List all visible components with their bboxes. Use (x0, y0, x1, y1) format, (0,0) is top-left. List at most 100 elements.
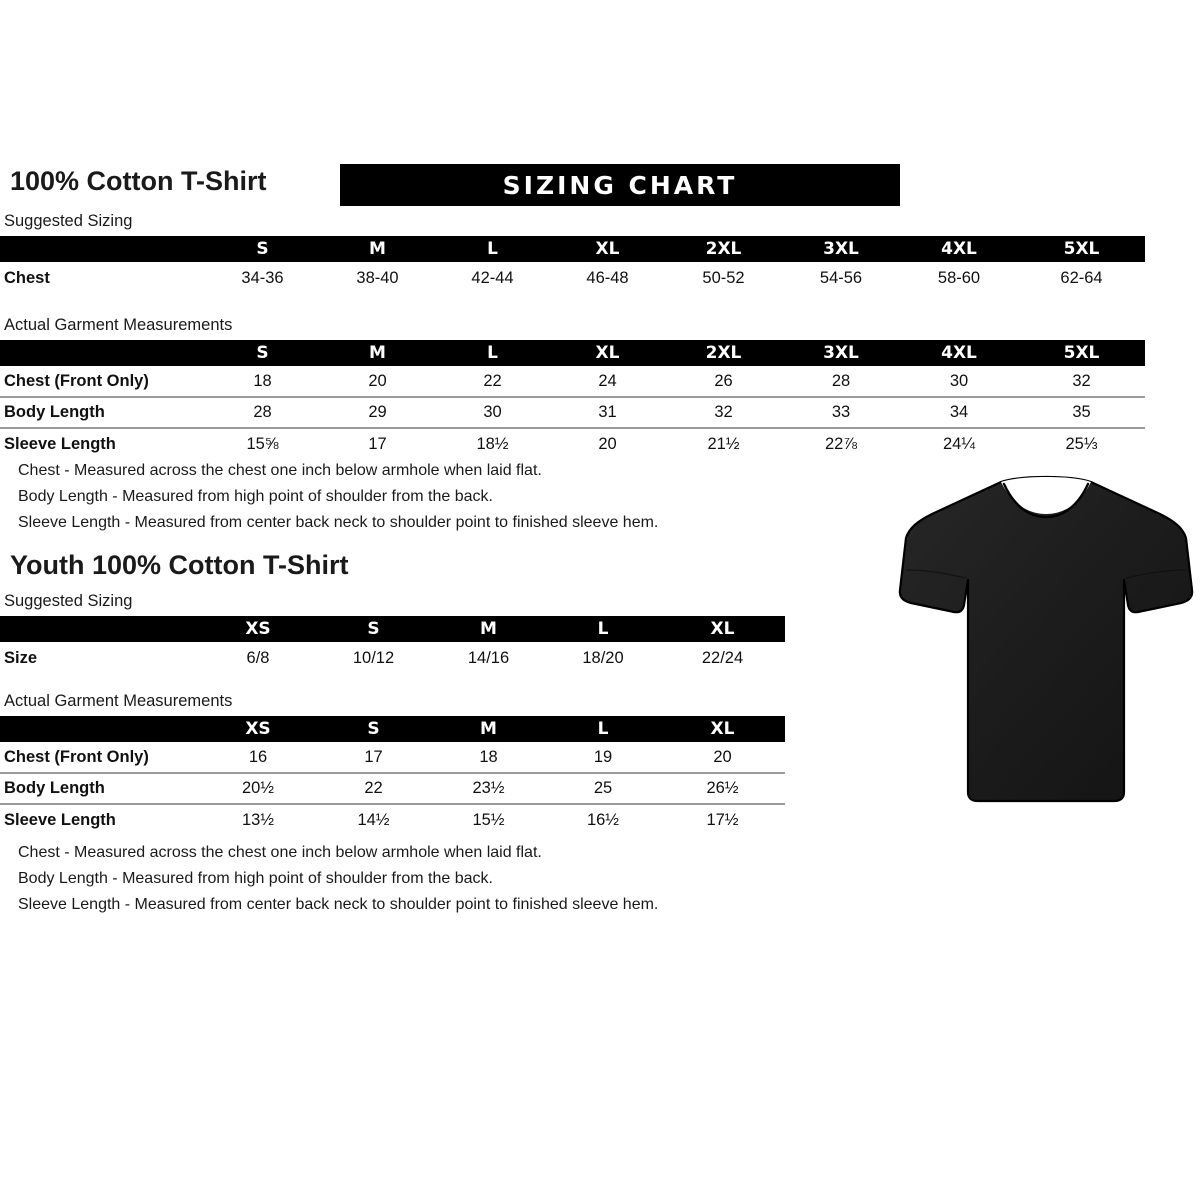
table-row: Chest (Front Only) 16 17 18 19 20 (0, 742, 785, 773)
row-label-youth-body-length: Body Length (0, 772, 200, 804)
adult-section-title: 100% Cotton T-Shirt (10, 166, 267, 196)
cell-bodylength-m: 29 (320, 396, 435, 428)
cell-chestfront-3xl: 28 (831, 371, 851, 390)
table-row: Body Length 20½ 22 23½ 25 26½ (0, 772, 785, 804)
adult-suggested-col-s: S (256, 239, 269, 259)
adult-garment-col-m: M (369, 343, 386, 363)
adult-suggested-col-3xl: 3XL (823, 239, 859, 259)
adult-suggested-caption: Suggested Sizing (4, 212, 133, 230)
adult-suggested-table: S M L XL 2XL 3XL 4XL 5XL Chest 34-36 38-… (0, 236, 1145, 294)
table-row: Body Length 28 29 30 31 32 33 34 35 (0, 396, 1145, 428)
youth-notes: Chest - Measured across the chest one in… (18, 840, 658, 918)
youth-suggested-col-xl: XL (710, 619, 735, 639)
cell-chestfront-xl: 24 (598, 371, 617, 390)
cell-bodylength-2xl: 32 (665, 396, 782, 428)
cell-bodylength-l: 30 (435, 396, 550, 428)
cell-chest-4xl: 58-60 (937, 268, 981, 287)
cell-sleevelength-s: 15⅝ (205, 427, 320, 459)
sizing-chart-banner: SIZING CHART (340, 164, 900, 206)
row-label-sleeve-length: Sleeve Length (0, 427, 205, 459)
row-label-chest: Chest (4, 268, 50, 287)
cell-chest-2xl: 50-52 (702, 268, 745, 287)
adult-suggested-col-xl: XL (595, 239, 620, 259)
cell-chestfront-5xl: 32 (1072, 371, 1091, 390)
cell-chest-5xl: 62-64 (1060, 268, 1103, 287)
cell-sleevelength-xl: 20 (550, 427, 665, 459)
youth-suggested-header-row: XS S M L XL (0, 616, 785, 642)
youth-garment-col-xl: XL (710, 719, 735, 739)
youth-garment-col-m: M (480, 719, 497, 739)
youth-suggested-col-xs: XS (245, 619, 271, 639)
cell-youth-chestfront-l: 19 (593, 747, 613, 766)
row-label-youth-sleeve-length: Sleeve Length (0, 803, 200, 835)
cell-youth-bodylength-xs: 20½ (200, 772, 316, 804)
adult-note-sleeve-length: Sleeve Length - Measured from center bac… (18, 514, 659, 531)
row-label-youth-chest-front-only: Chest (Front Only) (4, 747, 149, 766)
youth-garment-col-xs: XS (245, 719, 271, 739)
cell-bodylength-5xl: 35 (1018, 396, 1145, 428)
adult-suggested-col-5xl: 5XL (1063, 239, 1100, 259)
adult-garment-header-rowlabel (0, 340, 205, 366)
cell-chest-m: 38-40 (356, 268, 399, 287)
cell-chest-l: 42-44 (471, 268, 514, 287)
adult-suggested-col-2xl: 2XL (705, 239, 742, 259)
youth-note-body-length: Body Length - Measured from high point o… (18, 870, 493, 887)
cell-youth-bodylength-m: 23½ (431, 772, 546, 804)
adult-garment-header-row: S M L XL 2XL 3XL 4XL 5XL (0, 340, 1145, 366)
cell-size-xl: 22/24 (701, 648, 744, 667)
cell-chest-s: 34-36 (241, 268, 284, 287)
cell-youth-bodylength-s: 22 (316, 772, 431, 804)
row-label-chest-front-only: Chest (Front Only) (4, 371, 149, 390)
cell-chest-3xl: 54-56 (819, 268, 863, 287)
adult-garment-col-5xl: 5XL (1063, 343, 1100, 363)
cell-chestfront-s: 18 (253, 371, 272, 390)
cell-size-l: 18/20 (582, 648, 624, 667)
youth-suggested-table: XS S M L XL Size 6/8 10/12 14/16 18/20 2… (0, 616, 785, 674)
youth-suggested-header-rowlabel (0, 616, 200, 642)
row-label-size: Size (4, 648, 38, 667)
cell-sleevelength-5xl: 25⅓ (1018, 427, 1145, 459)
adult-suggested-header-row: S M L XL 2XL 3XL 4XL 5XL (0, 236, 1145, 262)
adult-garment-caption: Actual Garment Measurements (4, 316, 233, 334)
row-label-body-length: Body Length (0, 396, 205, 428)
cell-youth-sleevelength-xl: 17½ (660, 803, 785, 835)
adult-garment-table: S M L XL 2XL 3XL 4XL 5XL Chest (Front On… (0, 340, 1145, 459)
cell-youth-sleevelength-s: 14½ (316, 803, 431, 835)
adult-suggested-col-l: L (487, 239, 498, 259)
adult-garment-col-2xl: 2XL (705, 343, 742, 363)
table-row: Sleeve Length 15⅝ 17 18½ 20 21½ 22⅞ 24¼ … (0, 427, 1145, 459)
youth-note-chest: Chest - Measured across the chest one in… (18, 844, 542, 861)
youth-garment-header-row: XS S M L XL (0, 716, 785, 742)
cell-size-xs: 6/8 (246, 648, 270, 667)
cell-sleevelength-2xl: 21½ (665, 427, 782, 459)
cell-bodylength-3xl: 33 (782, 396, 900, 428)
cell-youth-sleevelength-xs: 13½ (200, 803, 316, 835)
youth-suggested-col-l: L (597, 619, 609, 639)
adult-suggested-col-m: M (369, 239, 386, 259)
cell-chestfront-4xl: 30 (949, 371, 969, 390)
cell-youth-chestfront-xs: 16 (248, 747, 268, 766)
cell-sleevelength-l: 18½ (435, 427, 550, 459)
youth-suggested-col-s: S (367, 619, 380, 639)
cell-youth-bodylength-xl: 26½ (660, 772, 785, 804)
cell-bodylength-s: 28 (205, 396, 320, 428)
table-row: Chest (Front Only) 18 20 22 24 26 28 30 … (0, 366, 1145, 397)
tshirt-icon (898, 475, 1194, 803)
adult-garment-col-3xl: 3XL (823, 343, 859, 363)
cell-youth-chestfront-m: 18 (479, 747, 498, 766)
adult-note-chest: Chest - Measured across the chest one in… (18, 462, 542, 479)
black-tshirt-image (898, 470, 1194, 815)
adult-garment-col-xl: XL (595, 343, 620, 363)
cell-bodylength-4xl: 34 (900, 396, 1018, 428)
youth-garment-col-l: L (597, 719, 609, 739)
adult-garment-col-l: L (487, 343, 498, 363)
youth-garment-table: XS S M L XL Chest (Front Only) 16 17 18 … (0, 716, 785, 835)
cell-chestfront-2xl: 26 (714, 371, 733, 390)
cell-youth-bodylength-l: 25 (546, 772, 660, 804)
table-row: Size 6/8 10/12 14/16 18/20 22/24 (0, 642, 785, 674)
adult-suggested-header-rowlabel (0, 236, 205, 262)
youth-suggested-caption: Suggested Sizing (4, 592, 133, 610)
cell-bodylength-xl: 31 (550, 396, 665, 428)
cell-youth-sleevelength-m: 15½ (431, 803, 546, 835)
